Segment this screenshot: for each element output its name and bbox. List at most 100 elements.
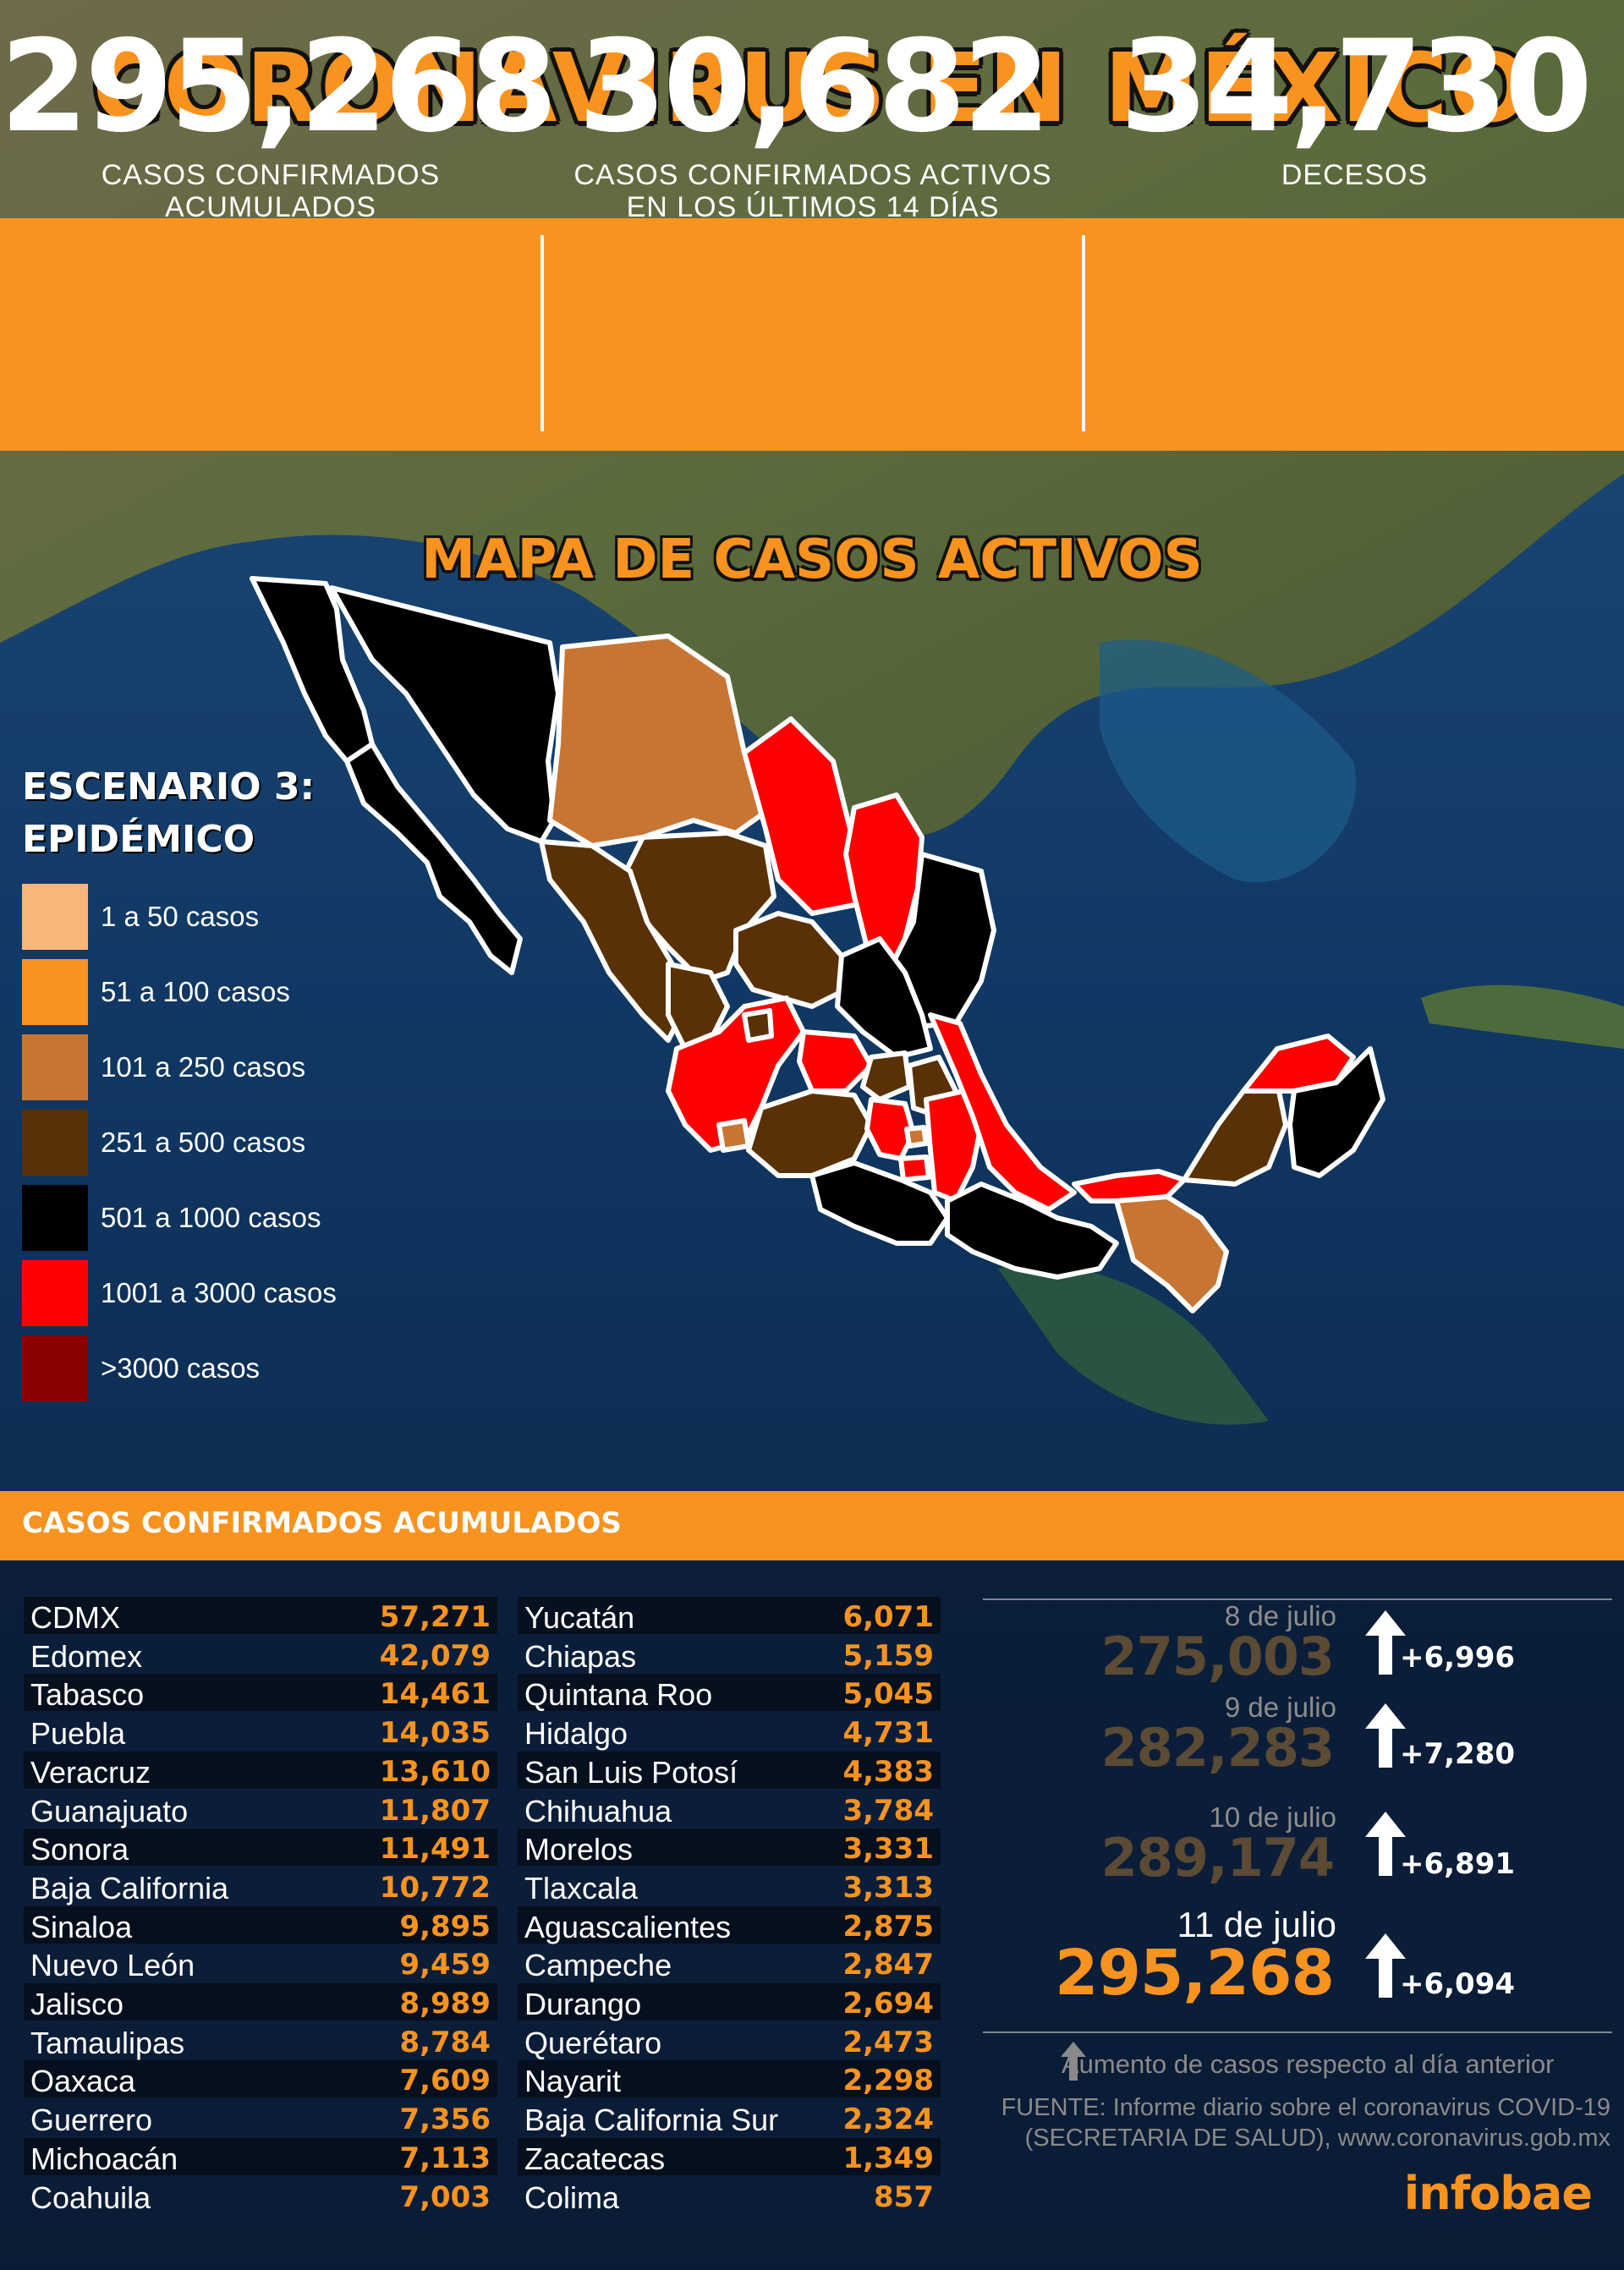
state-colima [716, 1118, 751, 1153]
state-cases: 57,271 [379, 1600, 491, 1634]
mexico-map [250, 576, 1385, 1313]
state-cases: 7,113 [399, 2141, 491, 2175]
legend-item: >3000 casos [22, 1335, 445, 1401]
legend-swatch [22, 1110, 88, 1176]
timeline-increase: +7,280 [1400, 1737, 1516, 1771]
state-name: Hidalgo [524, 1716, 628, 1752]
state-name: CDMX [30, 1600, 120, 1635]
table-row: Zacatecas 1,349 [518, 2137, 941, 2176]
legend-label: 251 a 500 casos [101, 1127, 306, 1158]
legend-swatch [22, 1034, 88, 1100]
state-tabasco [1072, 1169, 1187, 1204]
stat-deaths: 34,730 DECESOS [1085, 0, 1624, 233]
table-row: Durango 2,694 [518, 1983, 941, 2021]
table-row: Baja California Sur 2,324 [518, 2099, 941, 2137]
table-row: Chihuahua 3,784 [518, 1790, 941, 1829]
state-cases: 11,491 [379, 1832, 491, 1867]
state-cases: 5,045 [842, 1677, 934, 1712]
state-name: Yucatán [524, 1600, 635, 1635]
state-zacatecas [733, 911, 848, 1009]
timeline-divider [983, 2031, 1612, 2033]
state-name: Morelos [524, 1832, 634, 1867]
state-name: Nuevo León [30, 1948, 195, 1983]
stat-confirmed-value: 295,268 [0, 14, 557, 161]
state-chihuahua [547, 633, 768, 848]
state-cases: 14,461 [379, 1677, 491, 1712]
up-arrow-icon [1365, 1933, 1406, 1998]
cases-header-bar: CASOS CONFIRMADOS ACUMULADOS [0, 1491, 1624, 1560]
divider [1082, 235, 1085, 431]
infobae-logo: infobae [1403, 2167, 1593, 2220]
table-row: Quintana Roo 5,045 [518, 1674, 941, 1712]
table-row: Edomex 42,079 [24, 1636, 497, 1674]
state-name: Puebla [30, 1716, 126, 1752]
state-name: Chiapas [524, 1638, 637, 1674]
legend-swatch [22, 1185, 88, 1251]
state-michoacan [746, 1088, 874, 1178]
stat-active-label: CASOS CONFIRMADOS ACTIVOS [573, 159, 1052, 191]
state-cases: 3,784 [842, 1793, 934, 1828]
stats-band [0, 218, 1624, 451]
state-cases: 4,731 [842, 1716, 934, 1751]
state-guanajuato [797, 1029, 874, 1094]
legend-swatch [22, 959, 88, 1025]
state-cases: 8,784 [399, 2025, 491, 2059]
legend-swatch [22, 884, 88, 950]
table-row: Coahuila 7,003 [24, 2177, 497, 2215]
state-cases: 8,989 [399, 1987, 491, 2021]
state-name: Jalisco [30, 1987, 124, 2021]
state-name: Guerrero [30, 2103, 153, 2138]
timeline-increase: +6,094 [1400, 1967, 1516, 2001]
state-cases: 7,609 [399, 2064, 491, 2098]
state-cases: 857 [874, 2180, 934, 2214]
state-cases: 2,473 [842, 2025, 934, 2059]
state-cases: 11,807 [379, 1793, 491, 1828]
state-name: Baja California [30, 1870, 229, 1905]
legend-item: 1001 a 3000 casos [22, 1260, 445, 1326]
state-cases: 9,459 [399, 1948, 491, 1982]
table-row: Tabasco 14,461 [24, 1674, 497, 1712]
state-name: Tamaulipas [30, 2025, 185, 2060]
state-cases: 2,875 [842, 1909, 934, 1944]
legend-item: 51 a 100 casos [22, 959, 445, 1025]
state-name: San Luis Potosí [524, 1754, 738, 1790]
table-row: Colima 857 [518, 2177, 941, 2215]
state-sonora [329, 585, 561, 844]
stat-deaths-value: 34,730 [1120, 14, 1593, 161]
legend-label: >3000 casos [101, 1352, 261, 1384]
timeline-increase: +6,996 [1400, 1641, 1516, 1675]
state-name: Zacatecas [524, 2141, 666, 2176]
legend-label: 51 a 100 casos [101, 976, 290, 1007]
up-arrow-icon [1365, 1610, 1406, 1675]
state-name: Nayarit [524, 2064, 622, 2099]
state-cases: 13,610 [379, 1754, 491, 1789]
state-cases: 14,035 [379, 1716, 491, 1751]
table-row: Baja California 10,772 [24, 1867, 497, 1905]
table-row: Morelos 3,331 [518, 1829, 941, 1867]
page-title: CORONAVIRUS EN MÉXICO [92, 34, 1532, 144]
table-row: CDMX 57,271 [24, 1597, 497, 1635]
table-row: San Luis Potosí 4,383 [518, 1751, 941, 1790]
state-cases: 42,079 [379, 1638, 491, 1673]
table-row: Chiapas 5,159 [518, 1636, 941, 1674]
timeline-date: 11 de julio [1177, 1905, 1336, 1944]
state-name: Colima [524, 2180, 620, 2215]
table-row: Puebla 14,035 [24, 1713, 497, 1752]
state-name: Tlaxcala [524, 1870, 639, 1905]
table-row: Guanajuato 11,807 [24, 1790, 497, 1829]
state-cases: 2,694 [842, 1987, 934, 2021]
state-cases: 10,772 [379, 1870, 491, 1905]
legend-label: 1001 a 3000 casos [101, 1277, 337, 1308]
state-baja-california-sur [344, 742, 523, 975]
state-aguascalientes [742, 1008, 774, 1043]
table-row: Nuevo León 9,459 [24, 1944, 497, 1982]
state-name: Oaxaca [30, 2064, 136, 2099]
table-row: Nayarit 2,298 [518, 2060, 941, 2099]
state-name: Chihuahua [524, 1793, 672, 1829]
legend-label: 501 a 1000 casos [101, 1202, 321, 1233]
timeline-divider [983, 1598, 1612, 1600]
state-san-luis-potosi [835, 936, 933, 1060]
table-row: Campeche 2,847 [518, 1944, 941, 1982]
legend-title-line1: ESCENARIO 3: [22, 765, 315, 809]
up-arrow-icon [1365, 1703, 1406, 1768]
